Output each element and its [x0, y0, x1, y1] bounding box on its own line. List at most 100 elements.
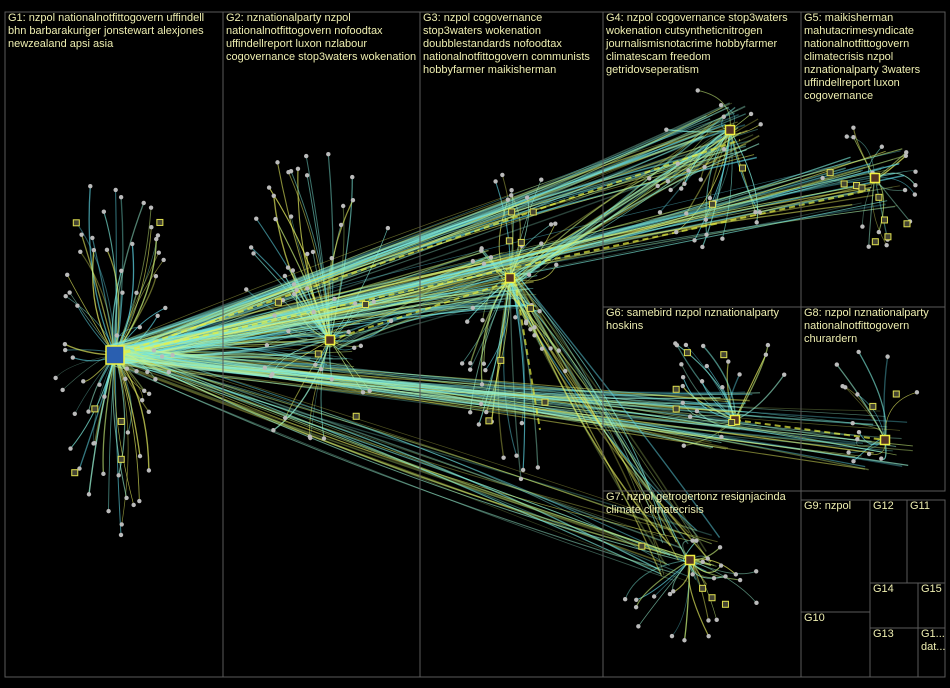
hub-node: [105, 345, 125, 365]
node: [763, 352, 769, 357]
node: [130, 241, 135, 247]
group-label: G7: nzpol getrogertonz resignjacinda: [606, 491, 787, 503]
edge: [337, 305, 536, 350]
node: [757, 210, 762, 215]
node: [514, 453, 519, 458]
node: [519, 420, 525, 426]
edge: [115, 347, 681, 534]
node: [690, 572, 695, 577]
node: [720, 236, 725, 241]
node: [350, 197, 356, 203]
node: [113, 187, 118, 193]
node: [700, 559, 705, 565]
edge: [255, 218, 331, 341]
node: [782, 372, 787, 377]
node: [913, 169, 918, 174]
node: [114, 333, 120, 338]
node: [101, 209, 107, 214]
node: [254, 216, 259, 221]
node: [686, 168, 691, 173]
node: [904, 150, 909, 155]
node: [149, 224, 154, 230]
edge: [329, 284, 526, 339]
node: [675, 161, 680, 167]
node: [163, 305, 168, 311]
node: [706, 633, 711, 639]
node: [509, 193, 514, 198]
node: [501, 455, 506, 460]
edge: [124, 129, 730, 351]
node: [518, 476, 524, 482]
node: [470, 258, 476, 264]
group-label: bhn barbarakuriger jonstewart alexjones: [8, 25, 204, 37]
node: [53, 375, 58, 381]
node: [304, 173, 310, 178]
node: [885, 354, 890, 359]
edge: [872, 177, 887, 246]
edge: [114, 150, 886, 358]
edge: [117, 349, 874, 426]
node: [481, 361, 487, 366]
node: [72, 411, 77, 416]
edge: [105, 303, 527, 363]
node: [97, 382, 102, 387]
node: [153, 273, 159, 279]
node: [91, 441, 96, 446]
node: [332, 296, 337, 302]
account-node: [739, 164, 747, 172]
edge: [516, 285, 711, 564]
node: [480, 317, 485, 323]
group-label: hobbyfarmer maikisherman: [423, 64, 556, 76]
node: [636, 624, 641, 629]
node: [304, 153, 309, 159]
node: [737, 577, 743, 583]
edge: [333, 294, 537, 331]
edge: [116, 358, 671, 556]
node: [682, 638, 687, 643]
node: [288, 214, 294, 219]
edge: [509, 276, 712, 563]
node: [723, 574, 728, 579]
node: [843, 385, 848, 390]
node: [553, 221, 558, 226]
node: [535, 465, 541, 470]
node: [850, 421, 855, 426]
node: [170, 352, 175, 358]
node: [346, 329, 351, 335]
account-node: [529, 208, 537, 216]
edge: [88, 186, 116, 356]
account-node: [508, 208, 516, 216]
node: [879, 456, 884, 461]
edge: [516, 145, 701, 282]
group-label: G15: [921, 583, 942, 595]
node: [146, 409, 151, 415]
node: [879, 144, 885, 149]
node: [459, 361, 465, 366]
account-node: [720, 351, 728, 359]
edge: [119, 354, 881, 412]
node: [91, 247, 97, 253]
node: [706, 618, 711, 623]
node: [294, 287, 299, 293]
edge: [504, 127, 739, 271]
group-label: G1: nzpol nationalnotfittogovern uffinde…: [8, 12, 204, 24]
edge: [510, 273, 707, 552]
node: [134, 368, 139, 374]
node: [321, 436, 327, 441]
node: [262, 365, 267, 370]
hub-node: [684, 554, 696, 566]
node: [665, 179, 671, 184]
group-label: G10: [804, 612, 825, 624]
node: [62, 342, 68, 347]
node: [820, 175, 825, 181]
node: [70, 355, 76, 360]
node: [101, 471, 106, 477]
account-node: [699, 584, 707, 592]
group-label: uffindellreport luxon nzlabour: [226, 38, 367, 50]
node: [123, 376, 128, 382]
node: [124, 495, 129, 501]
group-box: [917, 627, 946, 678]
edge: [502, 113, 726, 270]
node: [556, 348, 561, 353]
account-node: [880, 216, 888, 224]
